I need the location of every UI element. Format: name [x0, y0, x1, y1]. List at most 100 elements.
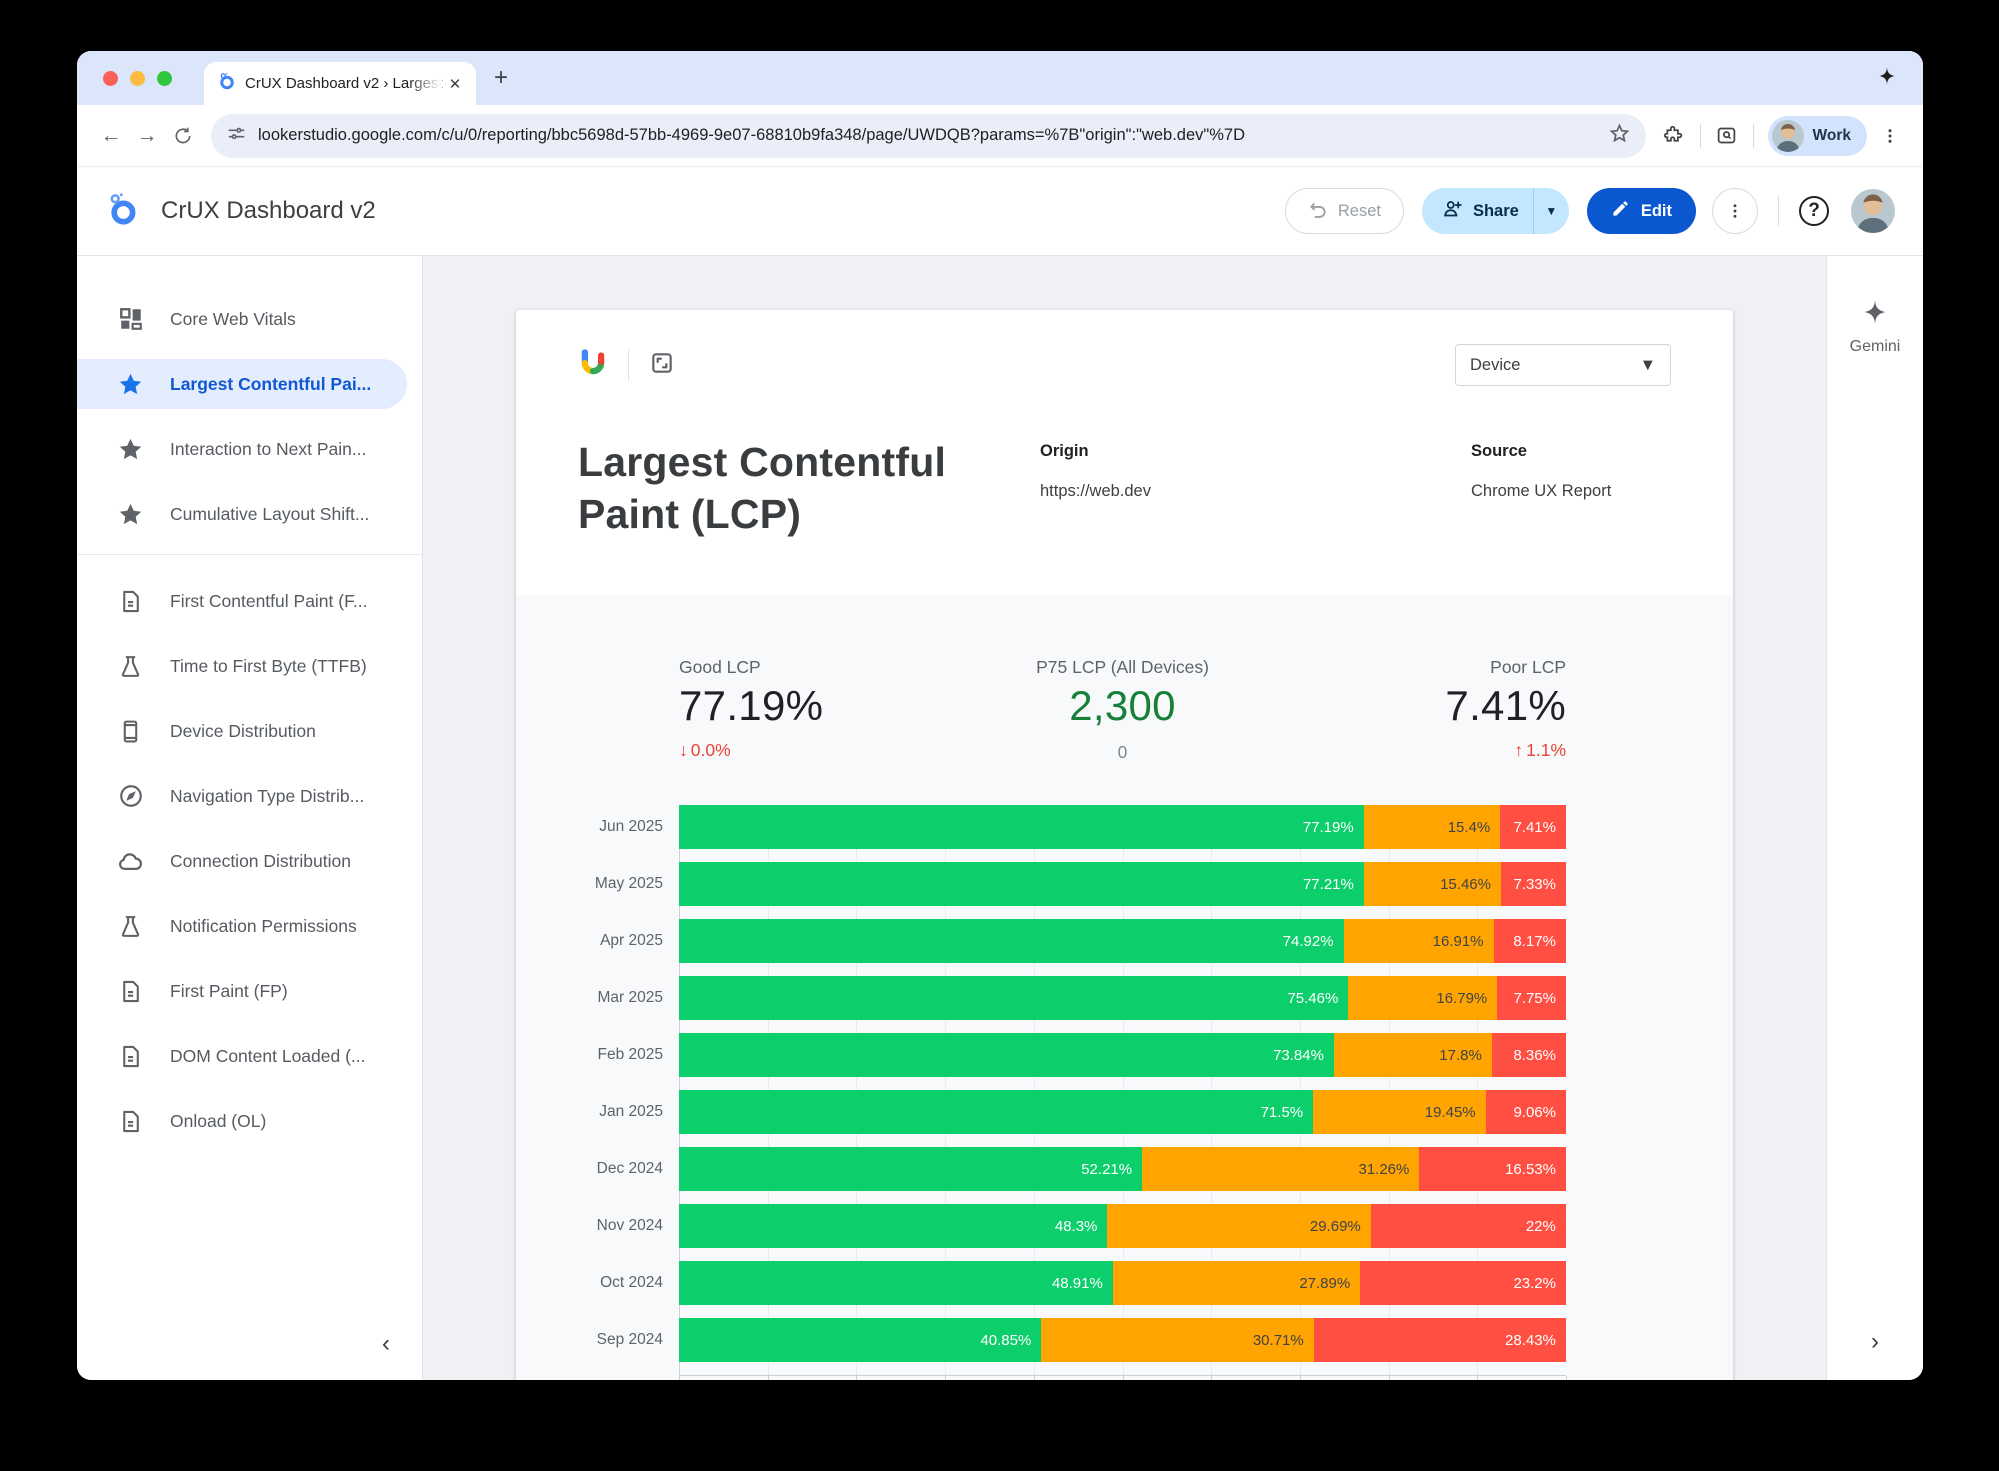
bar-segment-value: 8.17%: [1513, 932, 1556, 950]
delta-value: 1.1%: [1526, 740, 1567, 760]
bar-segment-poor[interactable]: 22%: [1370, 1204, 1566, 1248]
bar-segment-needs-improvement[interactable]: 15.46%: [1363, 862, 1501, 906]
bar-segment-needs-improvement[interactable]: 16.91%: [1343, 919, 1494, 963]
sidebar-item-time-to-first-byte[interactable]: Time to First Byte (TTFB): [77, 641, 407, 691]
sidebar-item-core-web-vitals[interactable]: Core Web Vitals: [77, 294, 407, 344]
site-settings-icon[interactable]: [227, 124, 246, 148]
bar-segment-poor[interactable]: 7.75%: [1497, 976, 1566, 1020]
sidebar-collapse-chevron[interactable]: ‹: [382, 1330, 390, 1357]
reload-icon[interactable]: [165, 118, 201, 154]
new-tab-button[interactable]: +: [494, 64, 509, 91]
close-window-button[interactable]: [103, 70, 118, 86]
report-title: Largest Contentful Paint (LCP): [578, 439, 947, 538]
profile-avatar: [1771, 119, 1804, 152]
browser-menu-icon[interactable]: [1873, 119, 1907, 153]
chart-row: Apr 2025 74.92% 16.91% 8.17%: [516, 919, 1733, 963]
report-card: Device ▼ Largest Contentful Paint (LCP) …: [516, 310, 1733, 1380]
bar-segment-needs-improvement[interactable]: 19.45%: [1313, 1090, 1486, 1134]
browser-tab[interactable]: CrUX Dashboard v2 › Largest ✕: [204, 62, 476, 105]
sidebar-item-interaction-to-next-paint[interactable]: Interaction to Next Pain...: [77, 424, 407, 474]
bar-segment-poor[interactable]: 9.06%: [1485, 1090, 1566, 1134]
rail-expand-chevron[interactable]: ›: [1871, 1328, 1879, 1355]
window-controls[interactable]: [103, 70, 172, 86]
tab-strip: CrUX Dashboard v2 › Largest ✕ +: [77, 51, 1923, 105]
sidebar-item-connection-distribution[interactable]: Connection Distribution: [77, 836, 407, 886]
sidebar-item-cumulative-layout-shift[interactable]: Cumulative Layout Shift...: [77, 489, 407, 539]
bar-segment-poor[interactable]: 8.36%: [1491, 1033, 1566, 1077]
sidebar-item-onload[interactable]: Onload (OL): [77, 1096, 407, 1146]
bar-segment-good[interactable]: 74.92%: [679, 919, 1344, 963]
bar-segment-good[interactable]: 48.3%: [679, 1204, 1108, 1248]
bar-segment-value: 52.21%: [1081, 1160, 1133, 1178]
bar-segment-good[interactable]: 77.21%: [679, 862, 1364, 906]
bar-segment-good[interactable]: 73.84%: [679, 1033, 1334, 1077]
gemini-label[interactable]: Gemini: [1849, 338, 1901, 355]
tab-close-icon[interactable]: ✕: [448, 75, 462, 93]
share-dropdown-caret[interactable]: ▼: [1532, 188, 1569, 234]
minimize-window-button[interactable]: [130, 70, 145, 86]
sidebar-item-navigation-type-distribution[interactable]: Navigation Type Distrib...: [77, 771, 407, 821]
header-separator: [1778, 196, 1779, 226]
sparkle-icon[interactable]: [1877, 66, 1897, 91]
sidebar-item-device-distribution[interactable]: Device Distribution: [77, 706, 407, 756]
bar-segment-needs-improvement[interactable]: 16.79%: [1348, 976, 1498, 1020]
bar-segment-poor[interactable]: 28.43%: [1313, 1318, 1566, 1362]
help-icon[interactable]: ?: [1799, 196, 1829, 226]
share-button[interactable]: Share ▼: [1421, 188, 1569, 234]
url-text[interactable]: lookerstudio.google.com/c/u/0/reporting/…: [258, 126, 1246, 144]
bar-segment-needs-improvement[interactable]: 17.8%: [1333, 1033, 1492, 1077]
bar-segment-needs-improvement[interactable]: 30.71%: [1041, 1318, 1314, 1362]
gemini-sparkle-icon[interactable]: [1861, 298, 1889, 331]
sidebar-item-first-paint[interactable]: First Paint (FP): [77, 966, 407, 1016]
bar-segment-needs-improvement[interactable]: 27.89%: [1112, 1261, 1361, 1305]
embed-frame-icon[interactable]: [649, 350, 675, 381]
sidebar-item-notification-permissions[interactable]: Notification Permissions: [77, 901, 407, 951]
side-panel-search-icon[interactable]: [1709, 118, 1745, 154]
sidebar-item-largest-contentful-paint[interactable]: Largest Contentful Pai...: [77, 359, 407, 409]
edit-button[interactable]: Edit: [1586, 188, 1696, 234]
bar-segment-needs-improvement[interactable]: 29.69%: [1107, 1204, 1371, 1248]
sidebar-item-dom-content-loaded[interactable]: DOM Content Loaded (...: [77, 1031, 407, 1081]
sidebar-item-label: Time to First Byte (TTFB): [170, 655, 367, 676]
forward-icon[interactable]: →: [136, 123, 158, 147]
crux-multicolor-logo: [578, 348, 608, 383]
device-filter-dropdown[interactable]: Device ▼: [1455, 344, 1671, 386]
bar-segment-good[interactable]: 75.46%: [679, 976, 1349, 1020]
account-avatar[interactable]: [1851, 189, 1895, 233]
bar-segment-poor[interactable]: 23.2%: [1360, 1261, 1566, 1305]
bar-segment-poor[interactable]: 16.53%: [1419, 1147, 1566, 1191]
chart-row-label: Mar 2025: [597, 989, 663, 1006]
bar-segment-poor[interactable]: 7.33%: [1500, 862, 1566, 906]
report-menu-icon[interactable]: [1712, 188, 1758, 234]
chart-row-label: Sep 2024: [596, 1331, 663, 1348]
bar-segment-needs-improvement[interactable]: 31.26%: [1142, 1147, 1420, 1191]
bar-segment-value: 16.91%: [1432, 932, 1484, 950]
bar-segment-poor[interactable]: 7.41%: [1500, 805, 1566, 849]
profile-chip[interactable]: Work: [1767, 115, 1867, 156]
bar-segment-value: 16.79%: [1436, 989, 1488, 1007]
reset-button[interactable]: Reset: [1284, 188, 1404, 234]
chart-row-bars: 77.19% 15.4% 7.41%: [679, 805, 1566, 849]
bar-segment-good[interactable]: 71.5%: [679, 1090, 1314, 1134]
url-bar[interactable]: lookerstudio.google.com/c/u/0/reporting/…: [211, 113, 1646, 158]
bar-segment-value: 74.92%: [1282, 932, 1334, 950]
zoom-window-button[interactable]: [157, 70, 172, 86]
chart-row-bars: 48.3% 29.69% 22%: [679, 1204, 1566, 1248]
phone-icon: [117, 718, 144, 745]
bookmark-star-icon[interactable]: [1609, 123, 1630, 149]
sidebar-item-first-contentful-paint[interactable]: First Contentful Paint (F...: [77, 576, 407, 626]
bar-segment-good[interactable]: 77.19%: [679, 805, 1364, 849]
bar-segment-poor[interactable]: 8.17%: [1493, 919, 1566, 963]
bar-segment-value: 7.75%: [1513, 989, 1556, 1007]
bar-segment-good[interactable]: 48.91%: [679, 1261, 1113, 1305]
sidebar-divider: [77, 554, 422, 555]
extensions-icon[interactable]: [1656, 118, 1692, 154]
source-value: Chrome UX Report: [1471, 482, 1612, 500]
bar-segment-needs-improvement[interactable]: 15.4%: [1363, 805, 1501, 849]
bar-segment-good[interactable]: 52.21%: [679, 1147, 1143, 1191]
bar-segment-good[interactable]: 40.85%: [679, 1318, 1042, 1362]
toolbar-separator: [1699, 123, 1701, 148]
share-main[interactable]: Share: [1422, 188, 1533, 234]
crux-logo-icon: [218, 72, 236, 95]
back-icon[interactable]: ←: [100, 123, 122, 147]
